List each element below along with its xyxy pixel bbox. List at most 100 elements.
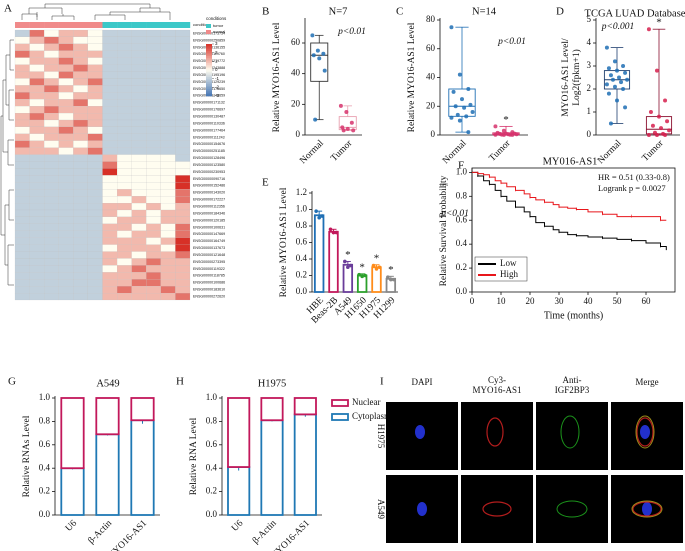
box: [448, 88, 476, 117]
significance-mark: *: [388, 264, 394, 276]
panel-label: E: [262, 177, 269, 189]
y-tick-label: 60: [291, 37, 301, 47]
row-label: ENSG00000123580: [193, 163, 225, 167]
heat-cell: [102, 279, 118, 287]
legend-label: Low: [500, 258, 517, 268]
heat-cell: [58, 230, 74, 238]
row-label: ENSG00000147669: [193, 232, 225, 236]
heat-cell: [160, 265, 176, 273]
data-point: [604, 82, 609, 87]
row-label: ENSG00000100631: [193, 225, 225, 229]
heat-cell: [102, 237, 118, 245]
heat-cell: [146, 154, 161, 162]
heat-cell: [160, 251, 176, 259]
heat-cell: [58, 36, 74, 44]
heat-cell: [131, 258, 147, 266]
heat-cell: [29, 258, 45, 266]
x-tick-label: Normal: [596, 138, 624, 166]
heat-cell: [87, 119, 103, 127]
legend-box: [474, 256, 528, 282]
heat-cell: [175, 175, 191, 183]
data-point: [654, 133, 659, 137]
heat-cell: [29, 71, 45, 79]
heat-cell: [73, 203, 88, 211]
heat-cell: [117, 126, 132, 134]
heat-cell: [175, 78, 191, 86]
heat-cell: [73, 265, 88, 273]
heat-cell: [102, 50, 118, 58]
heat-cell: [146, 161, 161, 169]
data-point: [612, 84, 617, 89]
heat-cell: [29, 126, 45, 134]
heat-cell: [73, 126, 88, 134]
row-label: ENSG00000143020: [193, 191, 225, 195]
heat-cell: [102, 209, 118, 217]
heat-cell: [29, 175, 45, 183]
heat-cell: [117, 78, 132, 86]
heat-cell: [29, 133, 45, 141]
heat-cell: [58, 279, 74, 287]
significance-mark: *: [503, 114, 509, 126]
colorbar-step: [206, 85, 212, 88]
heat-cell: [14, 78, 30, 86]
data-point: [604, 45, 609, 50]
bar-segment: [95, 433, 120, 516]
row-label: ENSG00000118785: [193, 274, 225, 278]
heat-cell: [102, 286, 118, 294]
heat-cell: [29, 286, 45, 294]
data-point: [363, 273, 367, 278]
y-axis-label: Relative MYO16-AS1 Level: [272, 22, 282, 132]
panel-label: F: [458, 160, 464, 172]
data-point: [322, 68, 327, 73]
heat-cell: [87, 154, 103, 162]
y-tick-label: 0.6: [206, 439, 218, 449]
heat-cell: [73, 189, 88, 197]
x-tick-label: 20: [526, 296, 536, 306]
heat-cell: [87, 286, 103, 294]
data-point: [315, 48, 320, 53]
heat-cell: [175, 286, 191, 294]
heat-cell: [73, 216, 88, 224]
heat-cell: [160, 50, 176, 58]
data-point: [665, 119, 670, 124]
data-point: [314, 209, 318, 213]
heat-cell: [175, 223, 191, 231]
column-label: Anti-: [563, 375, 582, 385]
heat-cell: [14, 43, 30, 51]
data-point: [606, 66, 611, 71]
heat-cell: [160, 113, 176, 121]
heat-cell: [87, 189, 103, 197]
data-point: [659, 126, 664, 131]
heat-cell: [117, 64, 132, 72]
heat-cell: [117, 36, 132, 44]
heat-cell: [160, 216, 176, 224]
heat-cell: [58, 85, 74, 93]
data-point: [654, 68, 659, 73]
colorbar-step: [206, 68, 212, 71]
colorbar-step: [206, 78, 212, 81]
heat-cell: [102, 196, 118, 204]
heat-cell: [102, 189, 118, 197]
x-tick-label: Normal: [441, 138, 469, 166]
heat-cell: [14, 286, 30, 294]
colorbar-step: [206, 89, 212, 92]
heat-cell: [87, 251, 103, 259]
heat-cell: [131, 272, 147, 280]
heat-cell: [102, 92, 118, 100]
data-point: [612, 59, 617, 64]
y-tick-label: 0.6: [39, 439, 51, 449]
colorbar-label: -1: [215, 76, 219, 81]
heat-cell: [58, 168, 74, 176]
heat-cell: [58, 140, 74, 148]
heat-cell: [73, 272, 88, 280]
colorbar-step: [206, 66, 212, 69]
x-tick-label: β-Actin: [251, 518, 279, 546]
data-point: [331, 230, 336, 235]
heat-cell: [102, 133, 118, 141]
dendrogram-top: [21, 3, 171, 20]
heat-cell: [131, 182, 147, 190]
box: [310, 42, 329, 82]
heat-cell: [14, 92, 30, 100]
row-label: ENSG00000110336: [193, 121, 225, 125]
heat-cell: [87, 265, 103, 273]
